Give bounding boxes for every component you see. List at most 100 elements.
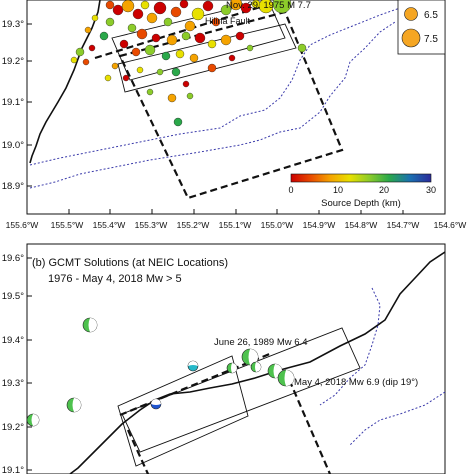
y-tick-label: 19.2° — [2, 56, 24, 67]
earthquake — [82, 58, 90, 66]
earthquake — [182, 80, 190, 88]
earthquake — [91, 14, 99, 22]
earthquake — [156, 68, 164, 76]
earthquake — [189, 53, 199, 63]
x-tick-label: 154.9°W — [303, 220, 336, 230]
panel-a: Hilina Fault Nov. 29, 1975 M 7.7 19.3° 1… — [2, 0, 467, 230]
earthquake — [235, 31, 245, 41]
panel-a-dashed-line — [94, 2, 271, 60]
earthquake — [220, 34, 232, 46]
y-tick-label: 19.3° — [2, 378, 24, 389]
earthquake — [111, 62, 119, 70]
earthquake — [194, 32, 206, 44]
earthquake — [184, 20, 196, 32]
earthquake — [240, 2, 252, 14]
event-2018-label: May 4, 2018 Mw 6.9 (dip 19°) — [294, 377, 418, 388]
earthquake — [211, 17, 221, 27]
focal-mechanism-beachball — [277, 369, 295, 387]
panel-a-bathymetry-inner — [29, 7, 401, 166]
earthquake — [207, 63, 217, 73]
earthquake — [167, 93, 177, 103]
earthquake — [88, 44, 96, 52]
panel-a-bathymetry-outer — [29, 21, 396, 189]
focal-mechanism-beachball — [187, 360, 199, 372]
x-tick-label: 155.3°W — [135, 220, 168, 230]
panel-b-dashed-line-2 — [283, 369, 332, 474]
earthquake — [104, 74, 112, 82]
event-1989-label: June 26, 1989 Mw 6.4 — [214, 337, 307, 348]
x-tick-label: 155.1°W — [219, 220, 252, 230]
earthquake — [105, 0, 115, 10]
earthquake — [246, 44, 254, 52]
magnitude-legend-box — [397, 0, 446, 55]
earthquake — [220, 4, 232, 16]
panel-b-y-axis: 19.6° 19.5° 19.4° 19.3° 19.2° 19.1° — [2, 253, 32, 474]
panel-b-focal-mechanisms — [26, 317, 295, 427]
y-tick-label: 19.6° — [2, 253, 24, 264]
earthquake — [122, 74, 130, 82]
earthquake — [228, 54, 236, 62]
magnitude-legend-circle-small — [404, 7, 418, 21]
panel-a-x-axis: 155.6°W 155.5°W 155.4°W 155.3°W 155.2°W … — [6, 209, 467, 230]
y-tick-label: 19.2° — [2, 422, 24, 433]
earthquake — [181, 31, 191, 41]
earthquake — [179, 0, 189, 9]
panel-b-rupture-box-2 — [121, 327, 361, 453]
y-tick-label: 19.1° — [2, 97, 24, 108]
earthquake — [153, 1, 167, 15]
x-tick-label: 155.6°W — [6, 220, 39, 230]
panel-b-title: (b) GCMT Solutions (at NEIC Locations) — [32, 257, 228, 269]
depth-colorbar-tick: 20 — [379, 185, 389, 195]
earthquake — [163, 17, 173, 27]
y-tick-label: 19.4° — [2, 335, 24, 346]
panel-a-rupture-box-1 — [111, 0, 286, 81]
earthquake — [144, 44, 156, 56]
depth-colorbar: 0 10 20 30 Source Depth (km) — [284, 170, 440, 210]
y-tick-label: 19.5° — [2, 291, 24, 302]
panel-b-bathymetry-south — [349, 391, 446, 446]
earthquake — [75, 47, 85, 57]
depth-colorbar-tick: 30 — [426, 185, 436, 195]
earthquake — [146, 88, 154, 96]
earthquake — [207, 39, 217, 49]
earthquake — [191, 7, 205, 21]
focal-mechanism-beachball — [82, 317, 98, 333]
earthquake — [297, 43, 307, 53]
focal-mechanism-beachball — [241, 348, 259, 366]
panel-b-coastline — [69, 251, 446, 474]
earthquake — [161, 51, 171, 61]
y-tick-label: 19.0° — [2, 140, 24, 151]
x-tick-label: 155.4°W — [93, 220, 126, 230]
x-tick-label: 155.5°W — [51, 220, 84, 230]
earthquake — [258, 0, 274, 14]
focal-mechanism-beachball — [66, 397, 82, 413]
panel-b-frame — [26, 243, 446, 474]
earthquake — [170, 6, 182, 18]
x-tick-label: 154.6°W — [434, 220, 467, 230]
earthquake — [70, 56, 78, 64]
earthquake — [171, 67, 181, 77]
x-tick-label: 155.0°W — [261, 220, 294, 230]
earthquake — [136, 28, 148, 40]
earthquake — [229, 0, 243, 11]
panel-a-y-axis: 19.3° 19.2° 19.1° 19.0° 18.9° — [2, 19, 32, 192]
earthquake — [173, 117, 183, 127]
earthquake — [175, 49, 185, 59]
earthquake — [151, 33, 161, 43]
earthquake — [131, 47, 141, 57]
depth-colorbar-tick: 10 — [333, 185, 343, 195]
earthquake — [84, 26, 92, 34]
earthquake — [166, 34, 178, 46]
magnitude-legend-circle-large — [401, 28, 421, 48]
earthquake — [99, 31, 109, 41]
earthquake — [105, 17, 115, 27]
earthquake — [202, 0, 214, 12]
y-tick-label: 19.3° — [2, 19, 24, 30]
panel-b-subtitle: 1976 - May 4, 2018 Mw > 5 — [48, 273, 182, 285]
panel-b-dashed-line-3 — [126, 429, 150, 474]
earthquake — [112, 4, 124, 16]
depth-colorbar-label: Source Depth (km) — [321, 198, 401, 209]
panel-b: (b) GCMT Solutions (at NEIC Locations) 1… — [2, 243, 446, 474]
earthquake — [121, 0, 135, 13]
